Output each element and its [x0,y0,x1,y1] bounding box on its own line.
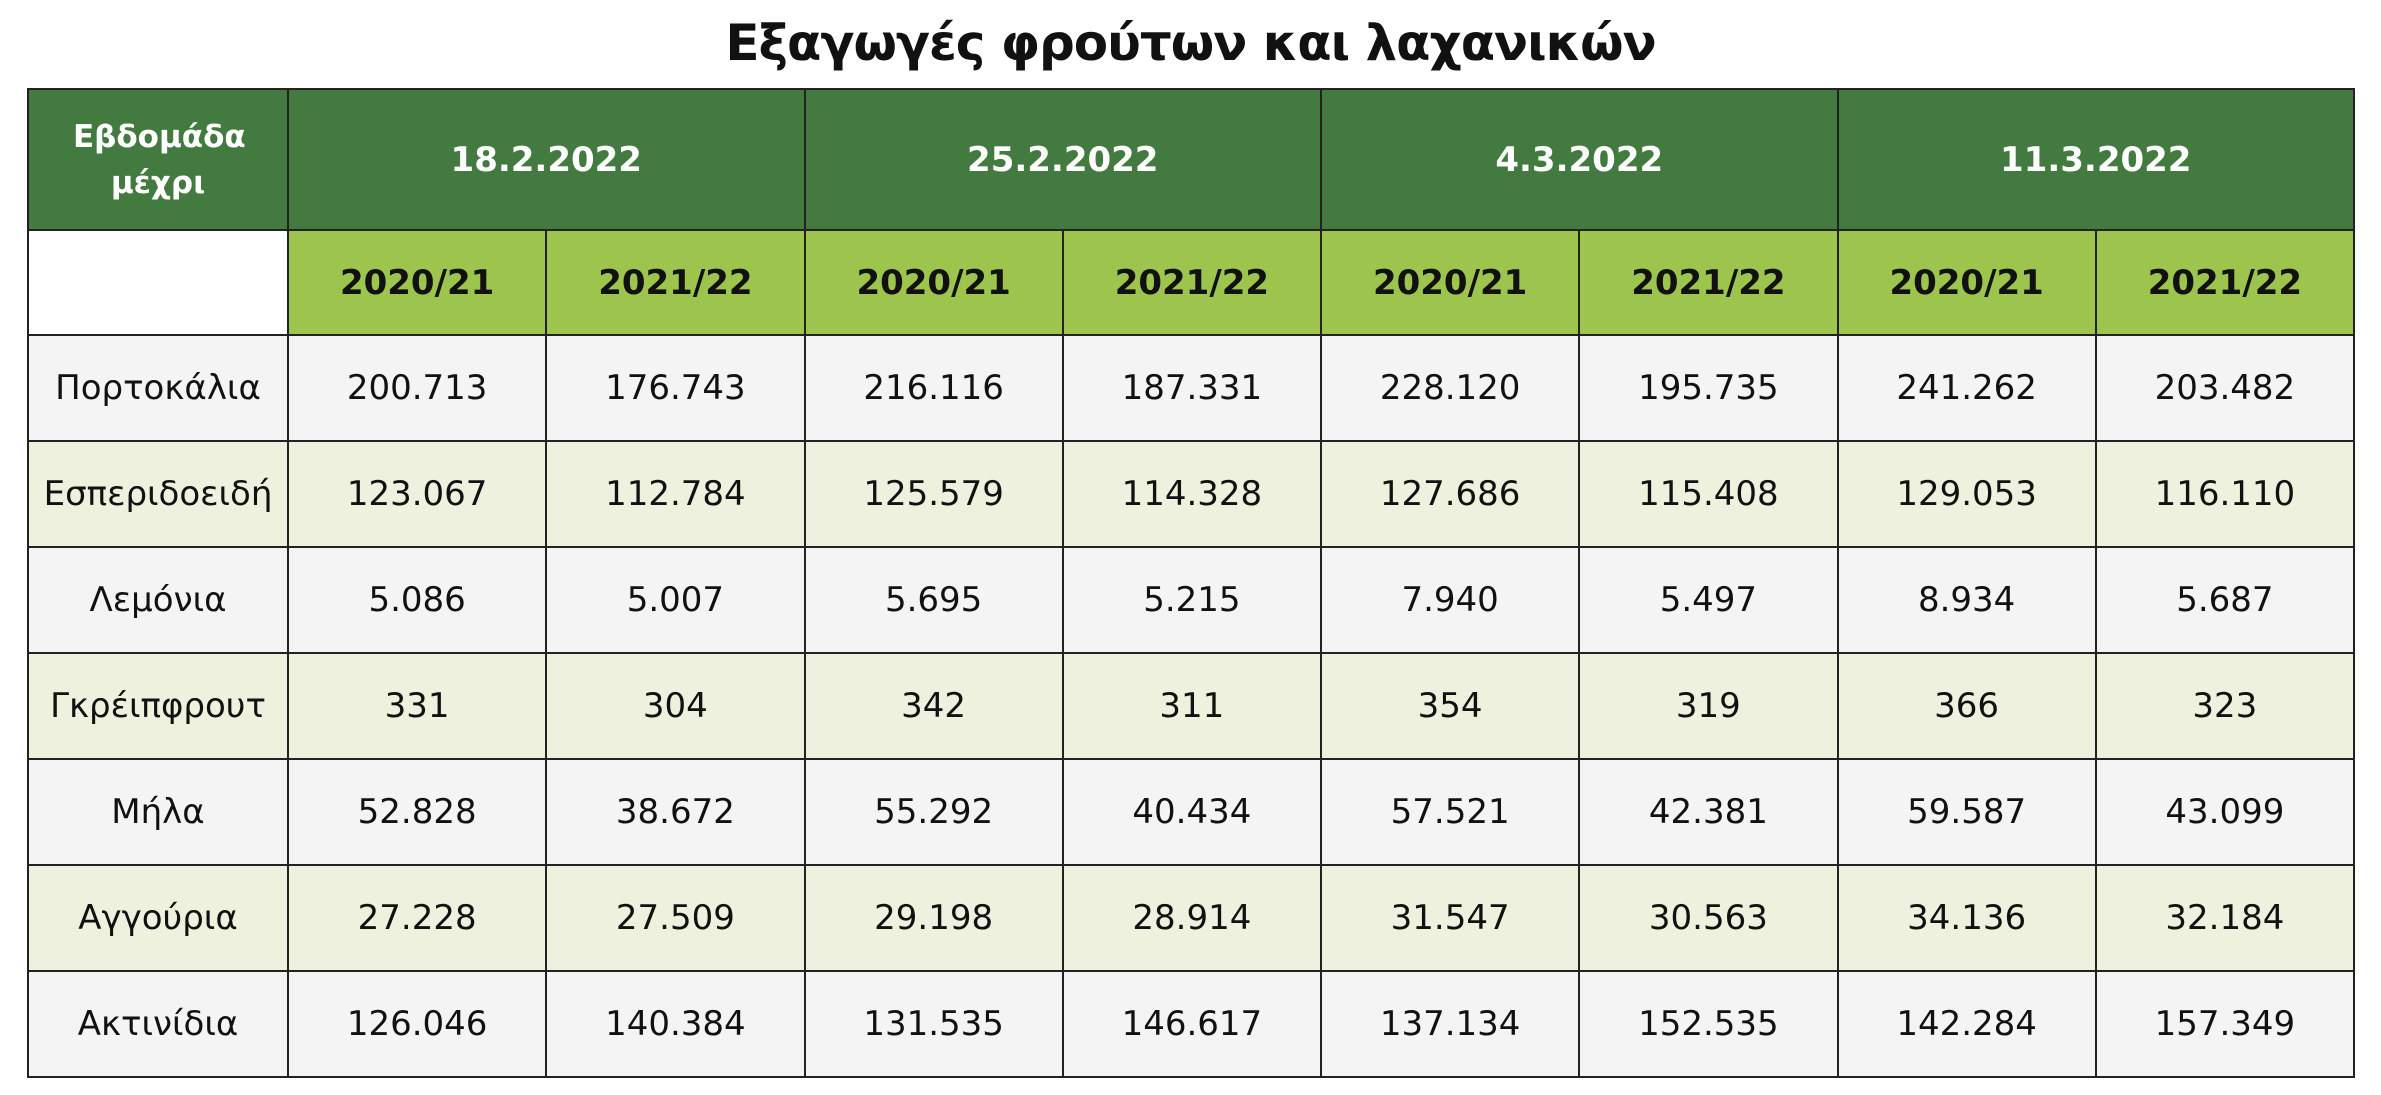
cell: 127.686 [1319,440,1581,548]
week-label: Εβδομάδα μέχρι [73,118,246,201]
cell: 43.099 [2094,758,2356,866]
cell: 331 [286,652,548,760]
season-header: 2020/21 [1319,229,1581,336]
cell: 5.687 [2094,546,2356,654]
season-row: 2020/21 2021/22 2020/21 2021/22 2020/21 2021/… [27,229,2356,336]
data-row: Πορτοκάλια 200.713 176.743 216.116 187.331 22… [27,334,2356,442]
cell: 52.828 [286,758,548,866]
data-row: Αγγούρια 27.228 27.509 29.198 28.914 31.547 30… [27,864,2356,972]
cell: 5.086 [286,546,548,654]
cell: 228.120 [1319,334,1581,442]
cell: 40.434 [1061,758,1323,866]
cell: 55.292 [803,758,1064,866]
header-row: Εβδομάδα μέχρι 18.2.2022 25.2.2022 4.3.2022… [27,88,2355,231]
cell: 38.672 [545,758,806,866]
season-header: 2021/22 [2094,229,2356,336]
cell: 203.482 [2094,334,2356,442]
cell: 366 [1836,652,2097,760]
season-header: 2020/21 [1836,229,2097,336]
cell: 115.408 [1578,440,1839,548]
cell: 241.262 [1836,334,2097,442]
cell: 304 [545,652,806,760]
season-header: 2021/22 [1061,229,1323,336]
cell: 42.381 [1578,758,1839,866]
week-header: Εβδομάδα μέχρι [27,88,289,231]
season-header: 2021/22 [545,229,806,336]
cell: 323 [2094,652,2356,760]
date-header: 25.2.2022 [803,88,1322,231]
row-label: Λεμόνια [27,546,289,654]
blank-cell [27,229,289,336]
cell: 129.053 [1836,440,2097,548]
cell: 152.535 [1578,970,1839,1078]
cell: 195.735 [1578,334,1839,442]
row-label: Ακτινίδια [27,970,289,1078]
date-header: 11.3.2022 [1836,88,2355,231]
season-header: 2020/21 [286,229,548,336]
cell: 30.563 [1578,864,1839,972]
cell: 342 [803,652,1064,760]
cell: 27.228 [286,864,548,972]
cell: 114.328 [1061,440,1323,548]
cell: 7.940 [1319,546,1581,654]
cell: 200.713 [286,334,548,442]
cell: 187.331 [1061,334,1323,442]
cell: 140.384 [545,970,806,1078]
cell: 176.743 [545,334,806,442]
cell: 131.535 [803,970,1064,1078]
cell: 5.007 [545,546,806,654]
cell: 32.184 [2094,864,2356,972]
cell: 5.497 [1578,546,1839,654]
cell: 31.547 [1319,864,1581,972]
cell: 126.046 [286,970,548,1078]
row-label: Πορτοκάλια [27,334,289,442]
cell: 123.067 [286,440,548,548]
data-row: Εσπεριδοειδή 123.067 112.784 125.579 114.328… [27,440,2356,548]
cell: 34.136 [1836,864,2097,972]
cell: 8.934 [1836,546,2097,654]
season-header: 2020/21 [803,229,1064,336]
cell: 112.784 [545,440,806,548]
row-label: Μήλα [27,758,289,866]
date-header: 18.2.2022 [287,88,806,231]
season-header: 2021/22 [1578,229,1839,336]
row-label: Γκρέιπφρουτ [27,652,289,760]
data-row: Μήλα 52.828 38.672 55.292 40.434 57.521 42.381… [27,758,2356,866]
cell: 354 [1319,652,1581,760]
data-row: Ακτινίδια 126.046 140.384 131.535 146.617 137… [27,970,2356,1078]
data-row: Γκρέιπφρουτ 331 304 342 311 354 319 366 323 [27,652,2356,760]
cell: 59.587 [1836,758,2097,866]
cell: 311 [1061,652,1323,760]
title: Εξαγωγές φρούτων και λαχανικών [725,14,1656,72]
row-label: Εσπεριδοειδή [27,440,289,548]
cell: 146.617 [1061,970,1323,1078]
cell: 319 [1578,652,1839,760]
data-row: Λεμόνια 5.086 5.007 5.695 5.215 7.940 5.497 8.9… [27,546,2356,654]
cell: 125.579 [803,440,1064,548]
cell: 27.509 [545,864,806,972]
row-label: Αγγούρια [27,864,289,972]
date-header: 4.3.2022 [1320,88,1839,231]
cell: 216.116 [803,334,1064,442]
cell: 57.521 [1319,758,1581,866]
cell: 5.215 [1061,546,1323,654]
cell: 116.110 [2094,440,2356,548]
cell: 5.695 [803,546,1064,654]
cell: 29.198 [803,864,1064,972]
cell: 157.349 [2094,970,2356,1078]
cell: 142.284 [1836,970,2097,1078]
cell: 137.134 [1319,970,1581,1078]
cell: 28.914 [1061,864,1323,972]
exports-table: Εβδομάδα μέχρι 18.2.2022 25.2.2022 4.3.2022… [27,88,2356,1078]
